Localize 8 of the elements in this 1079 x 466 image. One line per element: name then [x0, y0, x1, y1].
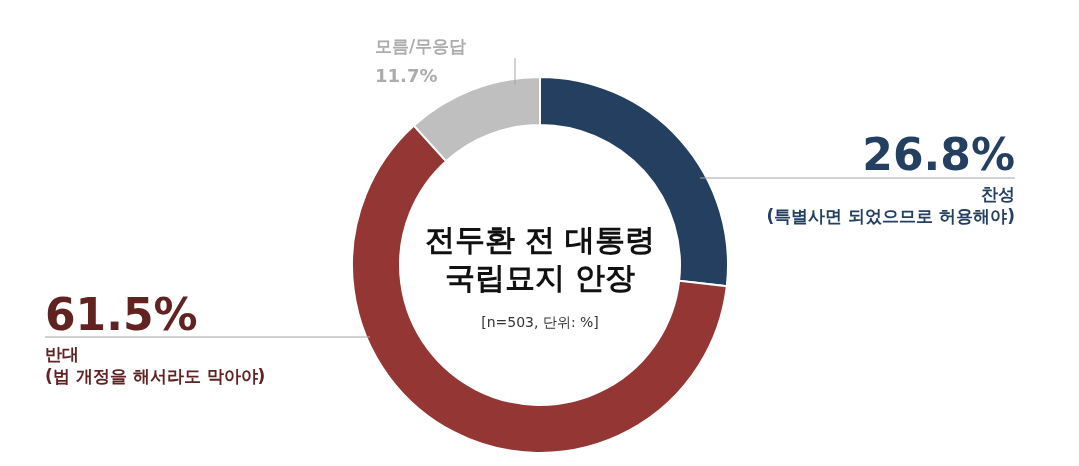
data-label: 11.7%	[375, 65, 438, 86]
text: 전두환 전 대통령 국립묘지 안장	[424, 222, 656, 295]
slice-label: 반대 (법 개정을 해서라도 막아야)	[45, 344, 266, 386]
slice-label: 모름/무응답	[375, 36, 467, 56]
text: [n=503, 단위: %]	[481, 314, 599, 330]
data-label: 61.5%	[45, 289, 198, 340]
data-label: 26.8%	[862, 129, 1015, 180]
slice-label: 찬성 (특별사면 되었으므로 허용해야)	[766, 184, 1015, 226]
